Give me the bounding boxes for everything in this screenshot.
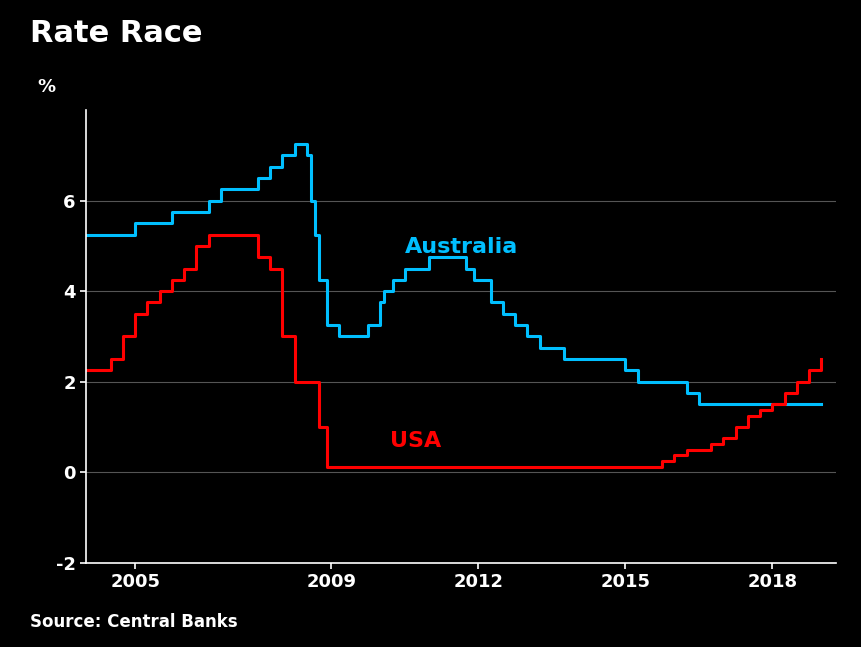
Text: Source: Central Banks: Source: Central Banks [30, 613, 238, 631]
Text: Rate Race: Rate Race [30, 19, 202, 49]
Text: %: % [37, 78, 55, 96]
Text: USA: USA [390, 432, 441, 452]
Text: Australia: Australia [405, 237, 517, 257]
